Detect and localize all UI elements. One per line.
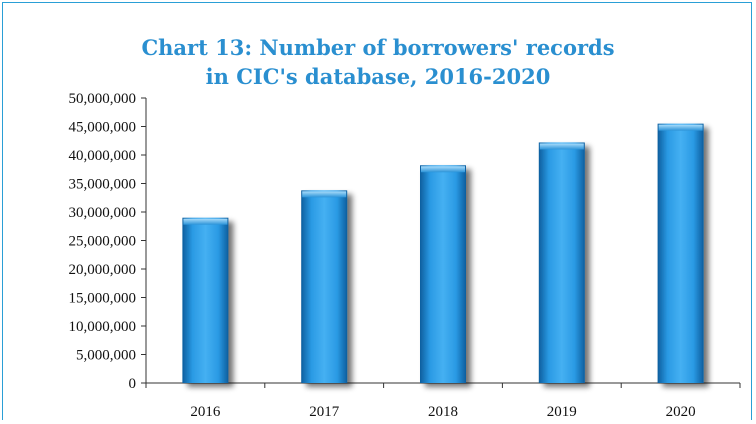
bar-body <box>182 217 229 383</box>
bar-top-highlight <box>302 191 347 198</box>
chart-title-line-1: Chart 13: Number of borrowers' records <box>141 35 615 60</box>
chart-title: Chart 13: Number of borrowers' records i… <box>0 33 756 91</box>
y-tick-label: 45,000,000 <box>69 120 137 136</box>
bar <box>301 190 348 383</box>
y-tick-label: 50,000,000 <box>69 91 137 107</box>
bar-top-highlight <box>539 143 584 150</box>
y-tick-label: 40,000,000 <box>69 148 137 164</box>
bar-top-highlight <box>421 166 465 173</box>
y-tick-label: 5,000,000 <box>76 348 136 364</box>
y-tick-label: 35,000,000 <box>69 177 137 193</box>
bar-top-highlight <box>658 124 703 131</box>
y-tick-label: 25,000,000 <box>69 234 137 250</box>
x-tick-label: 2020 <box>666 404 696 420</box>
x-tick-label: 2016 <box>190 404 221 420</box>
y-tick-label: 10,000,000 <box>69 319 137 335</box>
x-tick-label: 2018 <box>428 404 458 420</box>
bar-body <box>657 123 704 384</box>
chart-frame <box>2 2 752 420</box>
bar-body <box>301 190 348 383</box>
y-tick-label: 0 <box>129 376 137 392</box>
y-tick-label: 30,000,000 <box>69 205 137 221</box>
bars <box>182 123 704 384</box>
chart-title-line-2: in CIC's database, 2016-2020 <box>205 64 551 89</box>
bar-top-highlight <box>183 218 228 225</box>
x-tick-label: 2019 <box>547 404 577 420</box>
x-tick-label: 2017 <box>309 404 340 420</box>
bar-body <box>420 165 466 383</box>
x-axis: 2016 2017 2018 2019 2020 <box>145 382 741 420</box>
bar <box>657 123 704 384</box>
bar-body <box>538 142 585 383</box>
y-tick-label: 20,000,000 <box>69 262 137 278</box>
bar <box>420 165 466 383</box>
bar <box>182 217 229 383</box>
bar <box>538 142 585 383</box>
y-axis: 0 5,000,000 10,000,000 15,000,000 20,000,000… <box>69 91 147 392</box>
y-tick-label: 15,000,000 <box>69 291 137 307</box>
